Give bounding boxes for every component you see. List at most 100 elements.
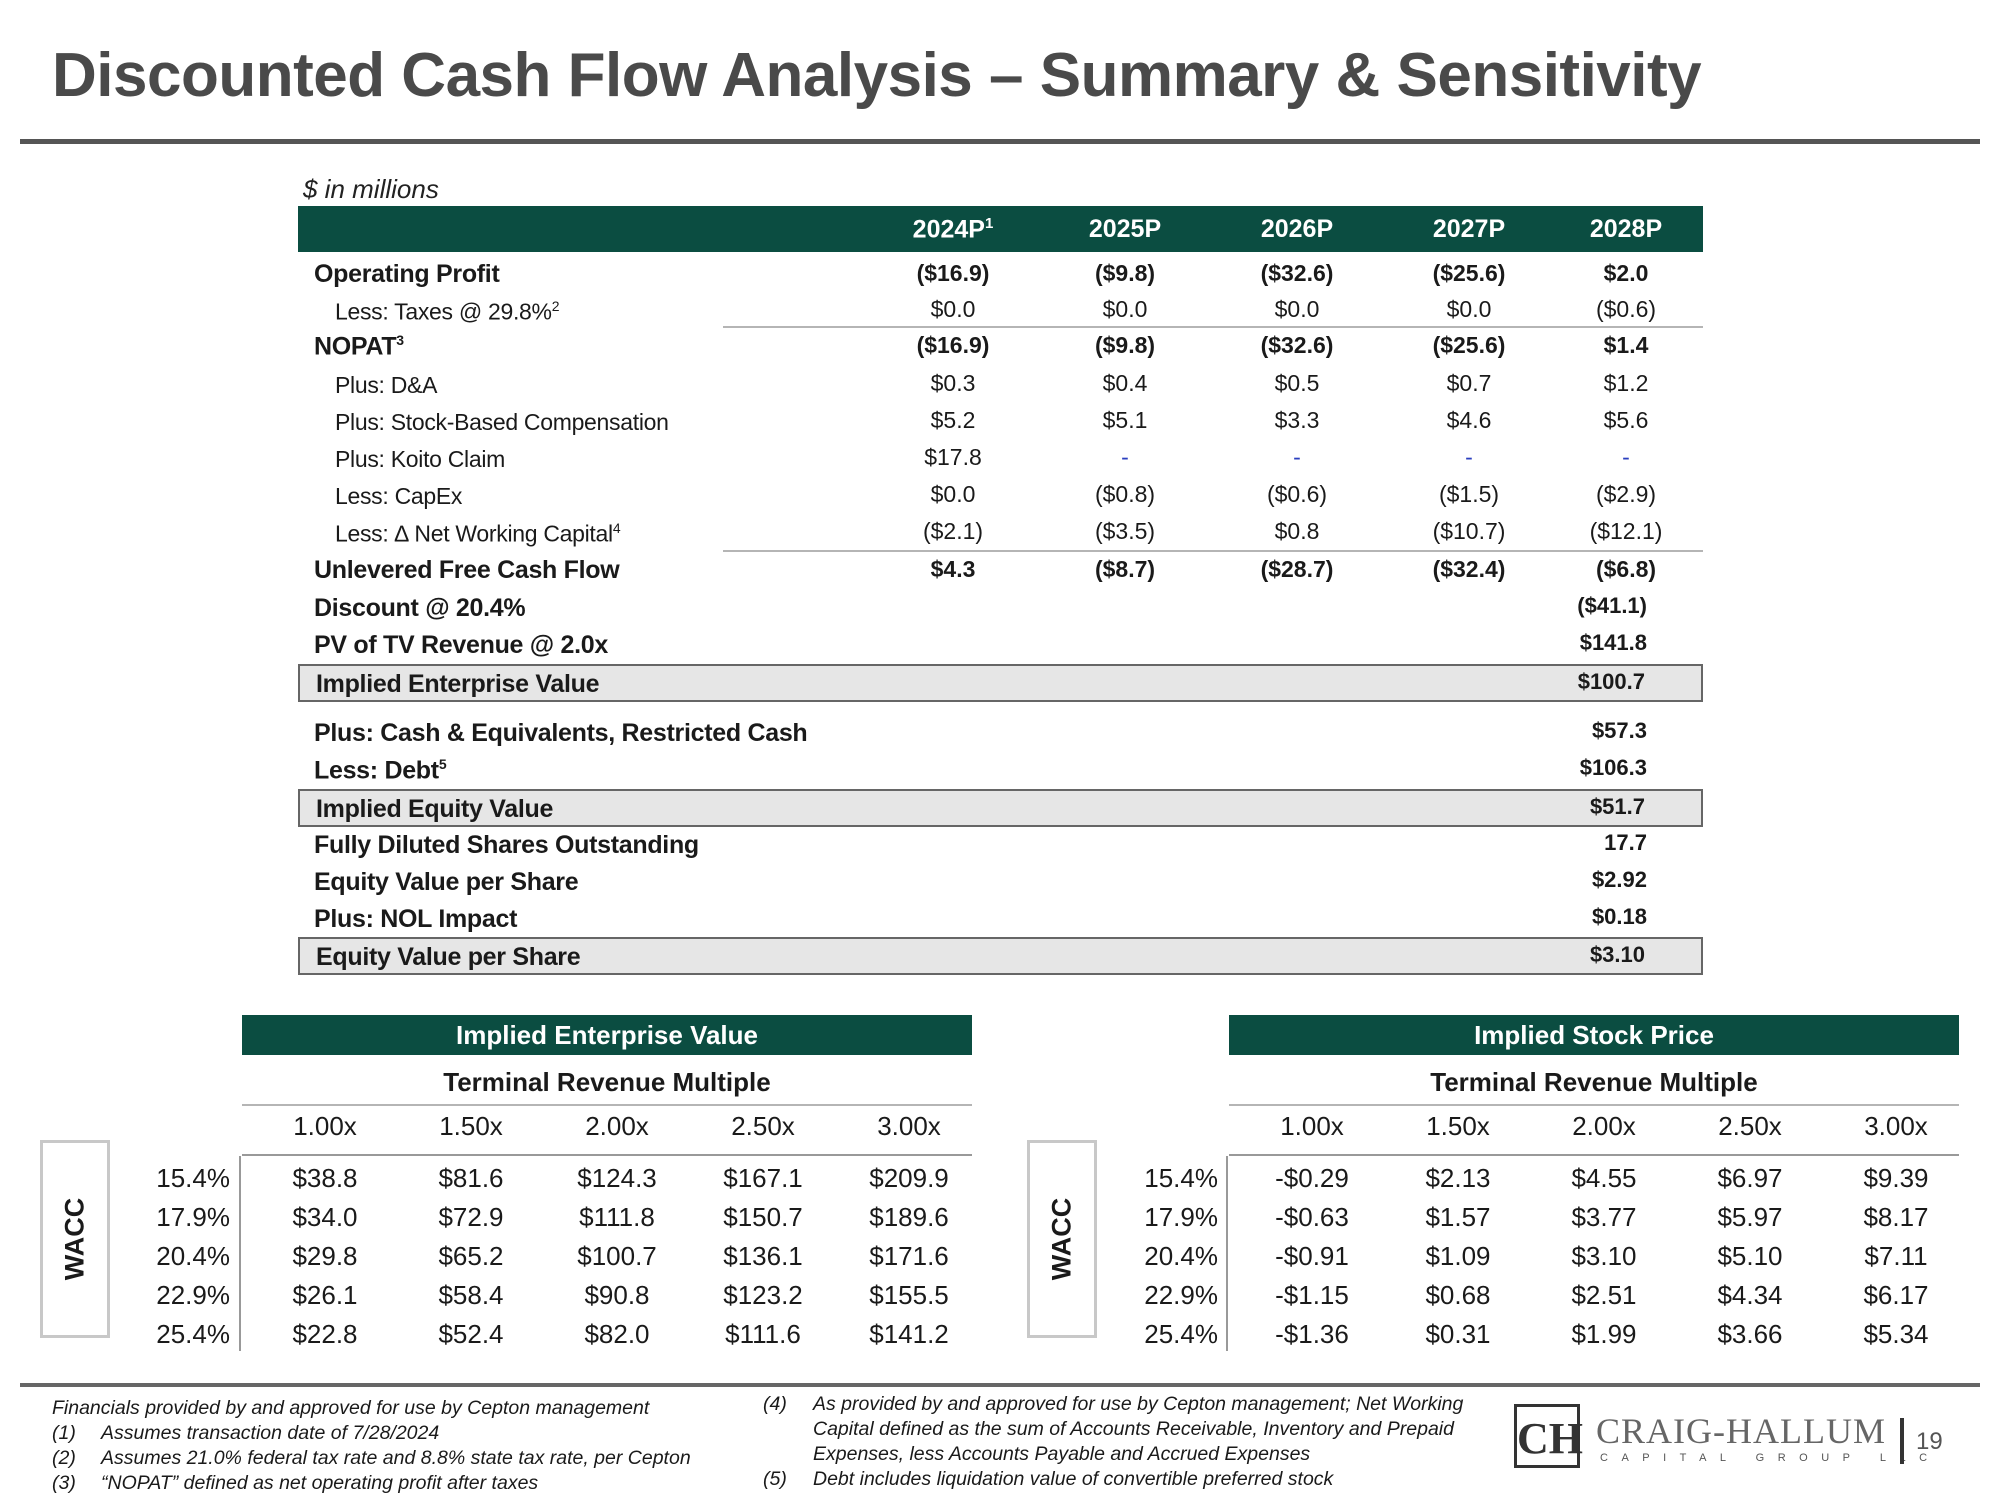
- wacc-row-label: 22.9%: [1144, 1280, 1218, 1310]
- sensitivity-cell: $8.17: [1863, 1202, 1929, 1232]
- brand-divider: [1900, 1418, 1904, 1464]
- row-value: ($0.8): [1094, 481, 1156, 507]
- row-label-text: Plus: NOL Impact: [314, 905, 518, 933]
- page-number: 19: [1916, 1428, 1943, 1455]
- row-value: ($10.7): [1432, 518, 1506, 544]
- row-value: 17.7: [1604, 830, 1647, 855]
- row-value: ($0.6): [1595, 296, 1657, 322]
- multiple-header: 1.50x: [1426, 1111, 1490, 1141]
- row-label-text: Plus: Stock-Based Compensation: [335, 409, 669, 435]
- row-label-text: Less: CapEx: [335, 483, 463, 509]
- row-value: ($9.8): [1094, 332, 1156, 358]
- subtotal-rule: [723, 550, 1703, 552]
- footnote-2: (2): [52, 1447, 76, 1469]
- row-value: ($12.1): [1589, 518, 1663, 544]
- row-equity-value: Implied Equity Value $51.7: [298, 789, 1703, 827]
- multiple-header: 3.00x: [1864, 1111, 1928, 1141]
- row-value: $0.4: [1102, 370, 1148, 396]
- row-capex: Less: CapEx $0.0 ($0.8) ($0.6) ($1.5) ($2.9): [298, 477, 1703, 513]
- sensitivity-cell: $58.4: [438, 1280, 504, 1310]
- row-label-text: Less: Debt: [314, 756, 439, 785]
- row-value: $0.0: [930, 481, 976, 507]
- wacc-row-label: 17.9%: [156, 1202, 230, 1232]
- sensitivity-header: Implied Enterprise Value: [242, 1015, 972, 1055]
- wacc-axis-label: WACC: [40, 1140, 110, 1338]
- row-label-text: NOPAT: [314, 332, 397, 361]
- row-label-text: Implied Enterprise Value: [316, 670, 600, 698]
- row-nwc: Less: ∆ Net Working Capital4 ($2.1) ($3.5)…: [298, 514, 1703, 550]
- row-value: -: [1293, 444, 1301, 470]
- sensitivity-cell: $4.34: [1717, 1280, 1783, 1310]
- row-discount: Discount @ 20.4% ($41.1): [298, 590, 1703, 626]
- footnote-4-line: As provided by and approved for use by C…: [813, 1393, 1464, 1415]
- row-label: Plus: D&A: [335, 372, 437, 399]
- footnote-1-text: Assumes transaction date of 7/28/2024: [101, 1422, 440, 1444]
- wacc-column-rule: [239, 1156, 241, 1351]
- row-label-text: Equity Value per Share: [316, 943, 581, 971]
- sensitivity-cell: $0.31: [1425, 1319, 1491, 1349]
- row-da: Plus: D&A $0.3 $0.4 $0.5 $0.7 $1.2: [298, 366, 1703, 402]
- sensitivity-cell: $155.5: [869, 1280, 949, 1310]
- row-value: $1.2: [1603, 370, 1649, 396]
- subheader-rule: [242, 1104, 972, 1106]
- row-value: $3.10: [1589, 942, 1645, 967]
- row-value: $0.0: [930, 296, 976, 322]
- year-header: 2025P: [1088, 215, 1162, 243]
- sensitivity-cell: $22.8: [292, 1319, 358, 1349]
- sensitivity-cell: $171.6: [869, 1241, 949, 1271]
- row-label: Less: ∆ Net Working Capital4: [335, 520, 621, 548]
- row-label-text: Plus: Cash & Equivalents, Restricted Cas…: [314, 719, 808, 747]
- subheader-rule: [1229, 1104, 1959, 1106]
- row-value: ($9.8): [1094, 260, 1156, 286]
- sensitivity-subheader: Terminal Revenue Multiple: [1430, 1067, 1758, 1097]
- row-enterprise-value: Implied Enterprise Value $100.7: [298, 664, 1703, 702]
- footnote-ref: 2: [551, 298, 560, 314]
- sensitivity-cell: $124.3: [577, 1163, 657, 1193]
- dcf-table: 2024P1 2025P 2026P 2027P 2028P Operating…: [298, 206, 1703, 975]
- row-label-text: PV of TV Revenue @ 2.0x: [314, 631, 608, 659]
- year-header: 2026P: [1260, 215, 1334, 243]
- sensitivity-cell: $3.66: [1717, 1319, 1783, 1349]
- row-label: Less: Debt5: [314, 756, 447, 785]
- title-divider: [20, 139, 1980, 144]
- sensitivity-header: Implied Stock Price: [1229, 1015, 1959, 1055]
- row-label: Plus: Stock-Based Compensation: [335, 409, 669, 436]
- sensitivity-cell: $209.9: [869, 1163, 949, 1193]
- sensitivity-cell: $7.11: [1864, 1241, 1928, 1271]
- row-label: Plus: Cash & Equivalents, Restricted Cas…: [314, 719, 808, 748]
- wacc-row-label: 25.4%: [156, 1319, 230, 1349]
- row-value: ($41.1): [1577, 593, 1647, 618]
- row-equity-per-share-final: Equity Value per Share $3.10: [298, 937, 1703, 975]
- sensitivity-cell: -$1.15: [1275, 1280, 1349, 1310]
- multiple-header: 2.50x: [1718, 1111, 1782, 1141]
- sensitivity-cell: $6.17: [1863, 1280, 1929, 1310]
- row-label-text: Discount @ 20.4%: [314, 594, 526, 622]
- footnote-3: (3): [52, 1472, 76, 1494]
- row-label-text: Less: ∆ Net Working Capital: [335, 520, 613, 547]
- row-label: Implied Enterprise Value: [316, 670, 599, 699]
- multiple-header: 2.00x: [1572, 1111, 1636, 1141]
- wacc-row-label: 15.4%: [156, 1163, 230, 1193]
- footnote-2-text: Assumes 21.0% federal tax rate and 8.8% …: [101, 1447, 691, 1469]
- subtotal-rule: [723, 326, 1703, 328]
- footnote-4-line: Expenses, less Accounts Payable and Accr…: [813, 1443, 1311, 1465]
- sensitivity-cell: $29.8: [292, 1241, 358, 1271]
- year-header: 2028P: [1589, 215, 1663, 243]
- footnote-5: (5): [763, 1468, 787, 1490]
- multiple-header: 1.50x: [439, 1111, 503, 1141]
- sensitivity-cell: $5.10: [1717, 1241, 1783, 1271]
- row-value: ($32.4): [1432, 556, 1506, 582]
- row-label-text: Fully Diluted Shares Outstanding: [314, 831, 699, 859]
- row-value: ($32.6): [1260, 332, 1334, 358]
- row-value: ($0.6): [1266, 481, 1328, 507]
- row-equity-per-share: Equity Value per Share $2.92: [298, 864, 1703, 900]
- row-value: $4.6: [1446, 407, 1492, 433]
- row-label: NOPAT3: [314, 332, 404, 361]
- sensitivity-cell: $52.4: [438, 1319, 504, 1349]
- craig-hallum-logo-icon: CH: [1514, 1404, 1583, 1468]
- row-value: ($3.5): [1094, 518, 1156, 544]
- row-value: ($2.9): [1595, 481, 1657, 507]
- row-label: Less: CapEx: [335, 483, 462, 510]
- row-nol-impact: Plus: NOL Impact $0.18: [298, 901, 1703, 937]
- brand-name: CRAIG-HALLUM: [1596, 1411, 1886, 1451]
